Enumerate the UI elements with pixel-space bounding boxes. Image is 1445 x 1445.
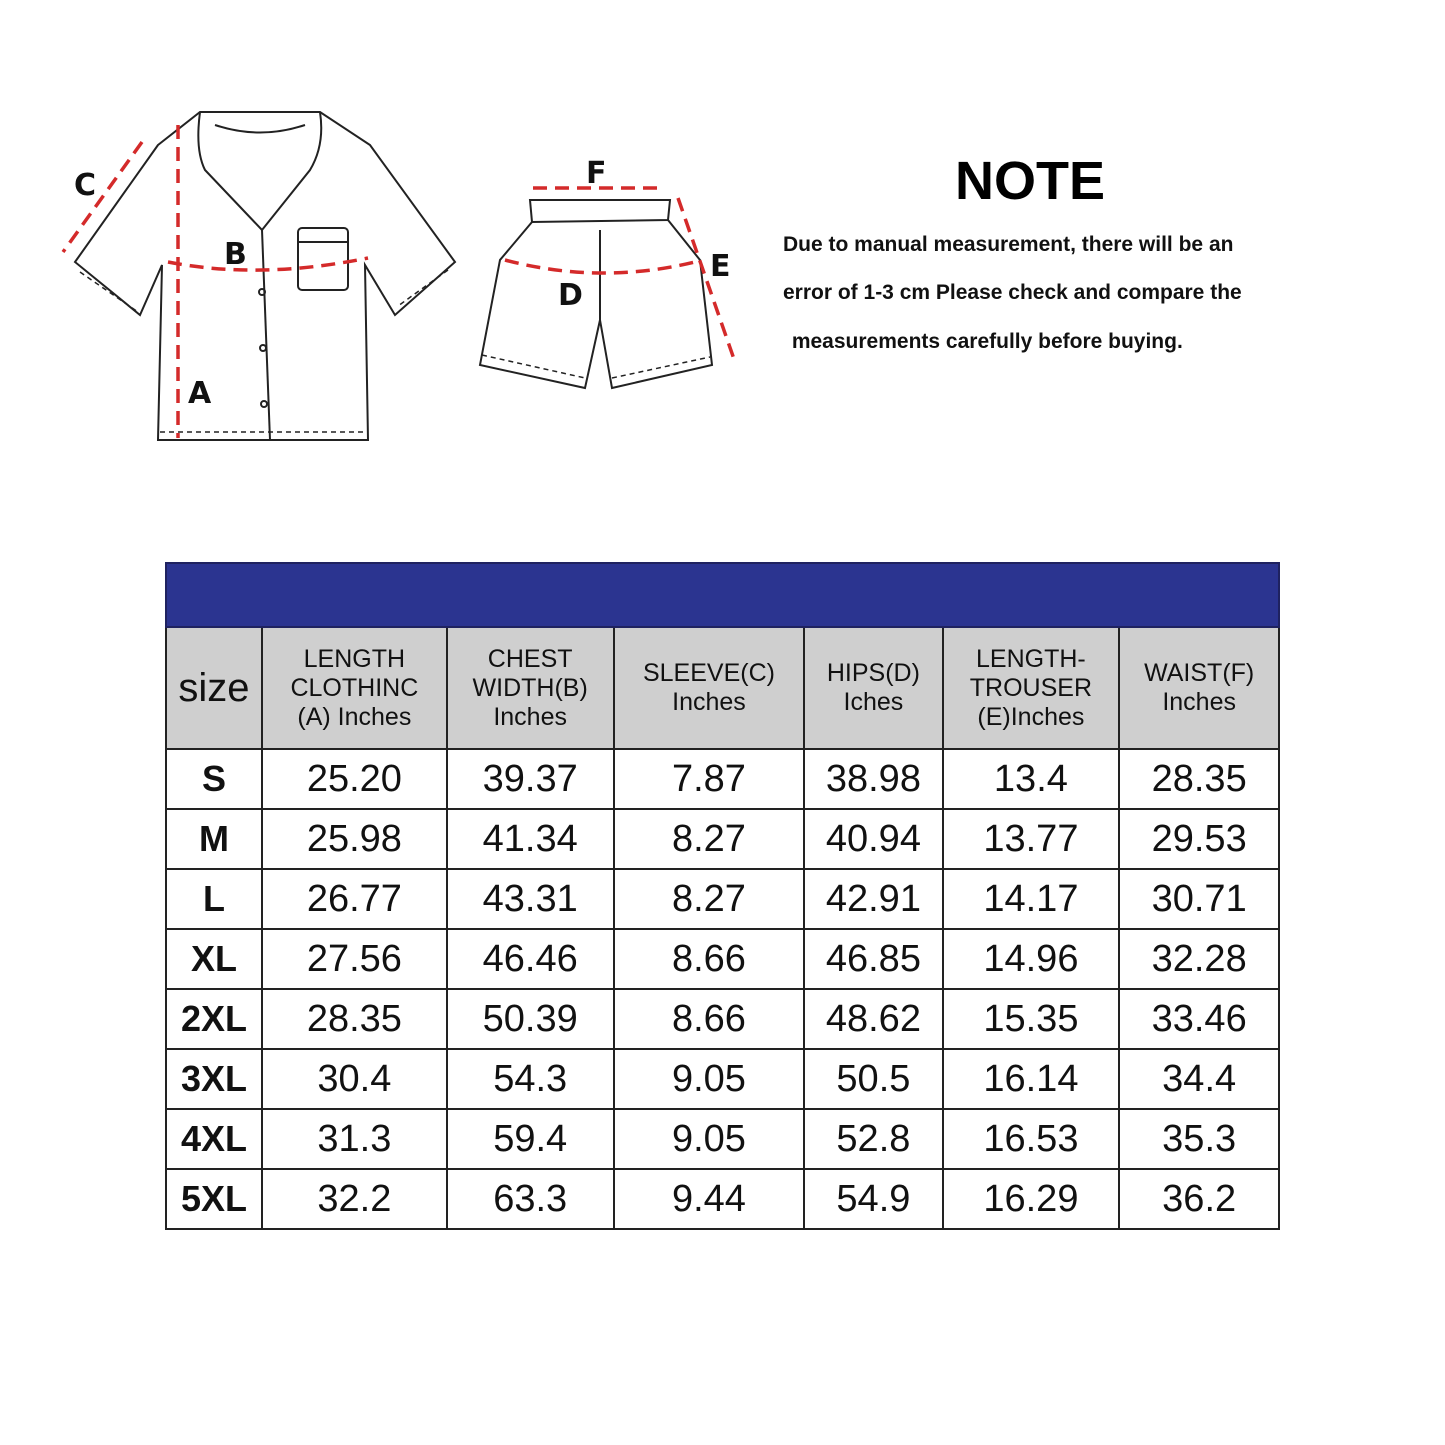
table-header-row: size LENGTH CLOTHINC (A) Inches CHEST WIDTH… xyxy=(165,626,1280,750)
cell-sleeve: 9.44 xyxy=(612,1168,806,1230)
cell-length-clothing: 27.56 xyxy=(261,928,448,990)
cell-length-trouser: 13.77 xyxy=(941,808,1121,870)
cell-waist: 32.28 xyxy=(1118,928,1280,990)
header-size: size xyxy=(165,626,263,750)
cell-waist: 36.2 xyxy=(1118,1168,1280,1230)
cell-chest-width: 43.31 xyxy=(445,868,615,930)
cell-sleeve: 9.05 xyxy=(612,1048,806,1110)
cell-size: S xyxy=(165,748,263,810)
header-length-trouser: LENGTH- TROUSER (E)Inches xyxy=(941,626,1121,750)
shirt-illustration xyxy=(73,111,457,441)
cell-waist: 35.3 xyxy=(1118,1108,1280,1170)
cell-waist: 28.35 xyxy=(1118,748,1280,810)
cell-length-clothing: 25.20 xyxy=(261,748,448,810)
cell-waist: 34.4 xyxy=(1118,1048,1280,1110)
cell-chest-width: 39.37 xyxy=(445,748,615,810)
table-row: M 25.98 41.34 8.27 40.94 13.77 29.53 xyxy=(165,808,1280,870)
label-d: D xyxy=(558,278,583,313)
cell-hips: 52.8 xyxy=(803,1108,944,1170)
cell-size: L xyxy=(165,868,263,930)
cell-sleeve: 8.66 xyxy=(612,988,806,1050)
cell-length-clothing: 31.3 xyxy=(261,1108,448,1170)
cell-size: XL xyxy=(165,928,263,990)
garment-measurement-diagram: A B C D E F xyxy=(61,111,737,441)
table-row: 5XL 32.2 63.3 9.44 54.9 16.29 36.2 xyxy=(165,1168,1280,1230)
label-e: E xyxy=(710,249,731,284)
cell-length-clothing: 32.2 xyxy=(261,1168,448,1230)
cell-waist: 29.53 xyxy=(1118,808,1280,870)
header-hips: HIPS(D) Iches xyxy=(803,626,944,750)
shorts-measure-lines xyxy=(504,186,737,363)
note-line-1: Due to manual measurement, there will be… xyxy=(783,233,1234,256)
note-title: NOTE xyxy=(954,151,1105,211)
size-chart-table: size LENGTH CLOTHINC (A) Inches CHEST WIDTH… xyxy=(165,562,1280,1230)
cell-sleeve: 8.27 xyxy=(612,868,806,930)
label-c: C xyxy=(74,168,96,203)
cell-length-trouser: 16.29 xyxy=(941,1168,1121,1230)
header-chest-width: CHEST WIDTH(B) Inches xyxy=(445,626,615,750)
cell-chest-width: 59.4 xyxy=(445,1108,615,1170)
cell-chest-width: 50.39 xyxy=(445,988,615,1050)
cell-size: 4XL xyxy=(165,1108,263,1170)
cell-hips: 40.94 xyxy=(803,808,944,870)
cell-hips: 42.91 xyxy=(803,868,944,930)
cell-hips: 54.9 xyxy=(803,1168,944,1230)
cell-sleeve: 9.05 xyxy=(612,1108,806,1170)
table-row: 2XL 28.35 50.39 8.66 48.62 15.35 33.46 xyxy=(165,988,1280,1050)
table-header-band xyxy=(165,562,1280,628)
table-row: 4XL 31.3 59.4 9.05 52.8 16.53 35.3 xyxy=(165,1108,1280,1170)
label-a: A xyxy=(188,376,212,411)
cell-chest-width: 63.3 xyxy=(445,1168,615,1230)
cell-hips: 50.5 xyxy=(803,1048,944,1110)
cell-hips: 48.62 xyxy=(803,988,944,1050)
table-row: L 26.77 43.31 8.27 42.91 14.17 30.71 xyxy=(165,868,1280,930)
cell-hips: 38.98 xyxy=(803,748,944,810)
cell-size: 2XL xyxy=(165,988,263,1050)
label-b: B xyxy=(224,237,247,272)
cell-chest-width: 46.46 xyxy=(445,928,615,990)
cell-sleeve: 7.87 xyxy=(612,748,806,810)
header-waist: WAIST(F) Inches xyxy=(1118,626,1280,750)
label-f: F xyxy=(586,156,607,191)
note-line-3: measurements carefully before buying. xyxy=(786,330,1183,353)
cell-sleeve: 8.27 xyxy=(612,808,806,870)
table-row: XL 27.56 46.46 8.66 46.85 14.96 32.28 xyxy=(165,928,1280,990)
cell-chest-width: 54.3 xyxy=(445,1048,615,1110)
cell-waist: 33.46 xyxy=(1118,988,1280,1050)
cell-sleeve: 8.66 xyxy=(612,928,806,990)
cell-chest-width: 41.34 xyxy=(445,808,615,870)
header-sleeve: SLEEVE(C) Inches xyxy=(612,626,806,750)
cell-length-trouser: 16.53 xyxy=(941,1108,1121,1170)
cell-waist: 30.71 xyxy=(1118,868,1280,930)
cell-length-trouser: 14.96 xyxy=(941,928,1121,990)
cell-length-trouser: 14.17 xyxy=(941,868,1121,930)
cell-length-trouser: 16.14 xyxy=(941,1048,1121,1110)
cell-length-trouser: 15.35 xyxy=(941,988,1121,1050)
cell-length-clothing: 28.35 xyxy=(261,988,448,1050)
note-line-2: error of 1-3 cm Please check and compare… xyxy=(783,281,1242,304)
cell-length-clothing: 26.77 xyxy=(261,868,448,930)
cell-size: 5XL xyxy=(165,1168,263,1230)
header-length-clothing: LENGTH CLOTHINC (A) Inches xyxy=(261,626,448,750)
cell-size: M xyxy=(165,808,263,870)
cell-length-clothing: 25.98 xyxy=(261,808,448,870)
table-row: S 25.20 39.37 7.87 38.98 13.4 28.35 xyxy=(165,748,1280,810)
cell-size: 3XL xyxy=(165,1048,263,1110)
cell-hips: 46.85 xyxy=(803,928,944,990)
table-row: 3XL 30.4 54.3 9.05 50.5 16.14 34.4 xyxy=(165,1048,1280,1110)
cell-length-clothing: 30.4 xyxy=(261,1048,448,1110)
cell-length-trouser: 13.4 xyxy=(941,748,1121,810)
shirt-measure-lines xyxy=(61,125,369,438)
shorts-illustration xyxy=(478,199,714,390)
